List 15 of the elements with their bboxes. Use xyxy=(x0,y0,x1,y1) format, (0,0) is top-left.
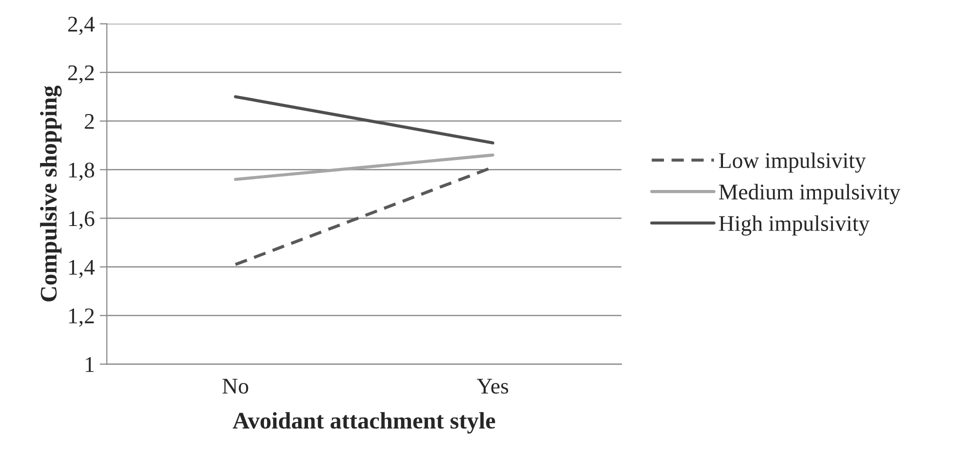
y-tick-label: 2 xyxy=(84,114,94,129)
y-tick-label: 2,2 xyxy=(68,65,94,84)
y-tick-label: 2,4 xyxy=(68,16,95,35)
legend-label: High impulsivity xyxy=(719,215,870,236)
y-tick-label: 1,4 xyxy=(69,260,95,278)
y-tick-label: 1 xyxy=(86,357,94,372)
y-tick-label: 1,6 xyxy=(69,211,94,230)
x-axis-title: Avoidant attachment style xyxy=(232,412,496,434)
y-axis-title: Compulsive shopping xyxy=(40,86,62,302)
legend-label: Medium impulsivity xyxy=(719,184,900,204)
x-tick-label: Yes xyxy=(476,378,508,394)
legend-label: Low impulsivity xyxy=(719,152,866,173)
y-tick-label: 1,2 xyxy=(69,308,94,327)
x-tick-label: No xyxy=(222,378,248,394)
y-tick-label: 1,8 xyxy=(69,162,94,181)
